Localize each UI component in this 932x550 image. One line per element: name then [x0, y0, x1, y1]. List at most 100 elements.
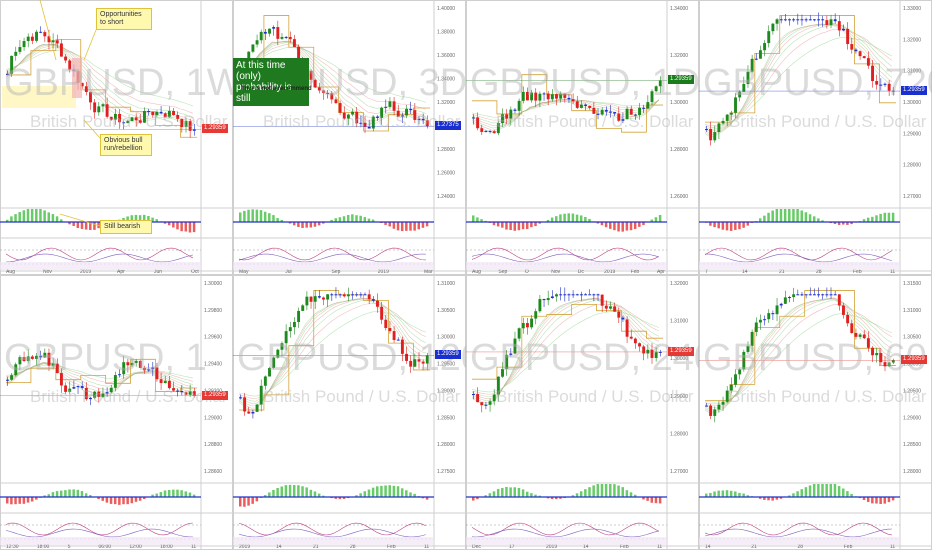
candle-body: [30, 356, 34, 359]
price-tick-label: 1.28000: [903, 469, 921, 475]
time-tick-label: Sep: [332, 269, 341, 275]
time-tick-label: 2019: [604, 269, 615, 275]
histogram-bar: [875, 497, 878, 504]
histogram-bar: [239, 497, 242, 507]
candle-body: [658, 80, 662, 87]
price-tick-label: 1.30500: [437, 308, 455, 314]
candle-body: [592, 107, 596, 114]
histogram-bar: [555, 216, 558, 222]
chart-panel-240[interactable]: 1.32000 1.31000 1.30000 1.29000 1.28000 1.270…: [466, 275, 699, 550]
histogram-bar: [359, 493, 362, 497]
histogram-bar: [538, 495, 541, 497]
price-tick-label: 1.40000: [437, 6, 455, 12]
histogram-bar: [476, 217, 479, 222]
price-tick-label: 1.29000: [670, 394, 688, 400]
histogram-bar: [276, 487, 279, 497]
chart-panel-1D[interactable]: 1.34000 1.32000 1.30000 1.28000 1.26000 Aug Se…: [466, 0, 699, 275]
candle-body: [413, 110, 417, 120]
histogram-bar: [825, 484, 828, 497]
chart-panel-1W[interactable]: Aug Nov 2019 Apr Jun Oct GBPUSD, 1W British Pou…: [0, 0, 233, 275]
histogram-bar: [517, 488, 521, 497]
moving-average-line: [5, 363, 193, 383]
histogram-bar: [501, 487, 504, 497]
chart-panel-3D[interactable]: 1.400001.380001.360001.340001.320001.300…: [233, 0, 466, 275]
panel-border: [233, 0, 466, 275]
candle-body: [866, 58, 870, 66]
chart-panel-720[interactable]: 1.33000 1.32000 1.31000 1.30000 1.29000 1.280…: [699, 0, 932, 275]
histogram-bar: [658, 497, 662, 504]
candle-body: [734, 374, 737, 385]
candle-body: [118, 374, 122, 376]
histogram-bar: [388, 485, 391, 497]
candle-body: [763, 43, 767, 51]
histogram-bar: [376, 486, 379, 497]
candle-body: [579, 104, 583, 108]
candle-body: [188, 391, 192, 395]
time-tick-label: 18:00: [160, 544, 173, 550]
candle-body: [513, 338, 517, 354]
histogram-bar: [64, 490, 67, 497]
histogram-bar: [97, 222, 100, 229]
moving-average-line: [471, 298, 659, 404]
candle-body: [80, 82, 84, 87]
histogram-bar: [51, 492, 55, 497]
current-price-label: 1.27375: [435, 121, 461, 131]
histogram-bar: [151, 494, 154, 497]
candle-body: [833, 19, 837, 22]
histogram-bar: [600, 222, 604, 226]
candle-body: [742, 351, 746, 370]
histogram-bar: [134, 497, 138, 502]
candle-body: [130, 117, 134, 122]
histogram-bar: [812, 216, 816, 222]
histogram-bar: [513, 487, 517, 497]
price-tick-label: 1.28000: [903, 163, 921, 169]
histogram-bar: [609, 222, 612, 229]
chart-panel-120[interactable]: 1.31000 1.30500 1.30000 1.29500 1.29000 1.285…: [233, 275, 466, 550]
moving-average-line: [238, 40, 426, 117]
time-tick-label: 2019: [239, 544, 250, 550]
histogram-bar: [163, 222, 167, 224]
time-tick-label: 28: [350, 544, 356, 550]
candle-body: [783, 19, 787, 21]
candle-body: [355, 294, 359, 296]
chart-panel-1[interactable]: 1.300001.298001.296001.294001.292001.290…: [0, 275, 233, 550]
candle-body: [163, 380, 167, 384]
candle-body: [18, 357, 22, 365]
chart-panel-60[interactable]: 1.31500 1.31000 1.30500 1.30000 1.29500 1.290…: [699, 275, 932, 550]
candle-body: [579, 294, 583, 296]
histogram-bar: [800, 210, 803, 222]
histogram-bar: [84, 222, 88, 230]
candle-body: [159, 379, 163, 384]
histogram-bar: [122, 497, 125, 505]
candle-body: [584, 104, 588, 106]
histogram-bar: [546, 497, 550, 499]
candle-body: [247, 51, 251, 62]
histogram-bar: [625, 490, 629, 497]
time-tick-label: 11: [890, 544, 895, 550]
histogram-bar: [492, 222, 496, 226]
candle-body: [93, 391, 97, 398]
histogram-bar: [721, 490, 725, 497]
histogram-bar: [484, 495, 487, 497]
candle-body: [405, 353, 408, 361]
histogram-bar: [476, 497, 479, 500]
candle-body: [767, 31, 771, 44]
candle-body: [829, 294, 833, 296]
candle-body: [409, 360, 413, 367]
candle-body: [808, 294, 812, 296]
candle-body: [767, 313, 771, 320]
panel-border: [466, 0, 699, 275]
candle-body: [192, 391, 196, 396]
histogram-bar: [488, 493, 492, 497]
candle-body: [812, 294, 816, 296]
histogram-bar: [288, 222, 292, 224]
candle-body: [305, 296, 309, 306]
moving-average-line: [5, 49, 193, 107]
time-tick-label: Aug: [6, 269, 15, 275]
candle-body: [55, 363, 59, 374]
histogram-bar: [575, 493, 579, 497]
histogram-bar: [783, 209, 787, 222]
candle-body: [10, 55, 14, 74]
candle-body: [371, 116, 375, 129]
histogram-bar: [734, 491, 737, 497]
